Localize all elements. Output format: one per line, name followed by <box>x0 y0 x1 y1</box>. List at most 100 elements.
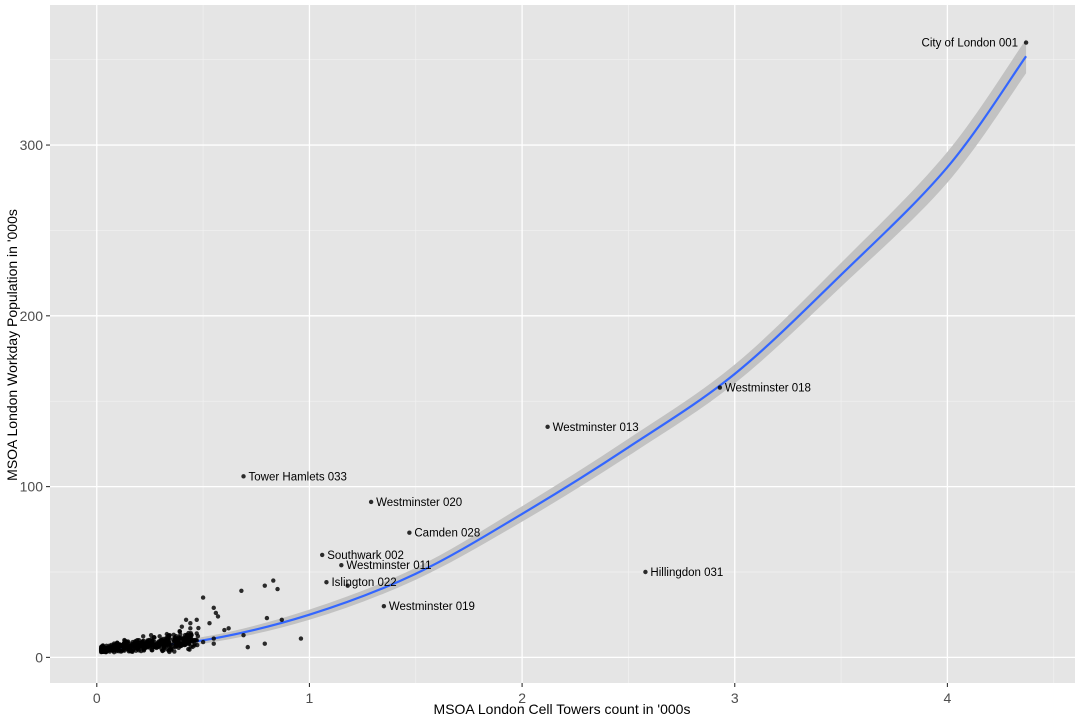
y-tick-label: 0 <box>35 649 43 665</box>
labeled-data-point <box>241 474 246 479</box>
labeled-data-point <box>339 562 344 568</box>
data-point <box>226 626 231 631</box>
data-point <box>211 636 216 641</box>
data-point <box>121 644 126 649</box>
data-point <box>150 647 155 653</box>
data-point <box>148 633 154 638</box>
data-point <box>131 643 136 649</box>
labeled-data-point <box>717 385 723 390</box>
data-point <box>166 648 171 653</box>
labeled-data-point <box>324 580 329 585</box>
labeled-data-point <box>407 530 412 535</box>
data-point <box>167 643 173 648</box>
data-point <box>186 639 192 644</box>
data-point <box>222 627 227 633</box>
data-point <box>170 637 176 642</box>
minor-gridlines <box>50 5 1075 683</box>
point-label: Westminster 020 <box>376 497 462 509</box>
data-points <box>98 40 1029 655</box>
data-point <box>110 644 115 649</box>
y-tick-label: 200 <box>20 308 44 324</box>
data-point <box>245 644 250 650</box>
x-axis-ticks: 0 1 2 3 4 <box>93 683 952 706</box>
x-tick-label: 3 <box>731 690 739 706</box>
data-point <box>179 624 185 629</box>
data-point <box>262 583 267 588</box>
y-axis-ticks: 0 100 200 300 <box>20 137 50 665</box>
data-point <box>137 641 142 646</box>
data-point <box>175 640 181 645</box>
data-point <box>158 639 163 644</box>
data-point <box>188 621 193 626</box>
data-point <box>116 647 121 652</box>
fit-line <box>100 55 1027 650</box>
data-point <box>207 621 212 626</box>
data-point <box>163 642 168 648</box>
point-label: Camden 028 <box>414 528 480 540</box>
data-point <box>149 637 154 642</box>
data-point <box>126 649 132 654</box>
fit-line-group <box>100 55 1027 650</box>
data-point <box>141 647 146 652</box>
data-point <box>158 642 164 648</box>
data-point <box>279 617 284 623</box>
labeled-data-point <box>643 569 648 575</box>
point-label: Tower Hamlets 033 <box>249 471 347 483</box>
data-point <box>298 636 304 641</box>
data-point <box>188 626 193 631</box>
data-point <box>194 617 199 623</box>
data-point <box>275 586 280 592</box>
data-point <box>100 648 105 654</box>
data-point <box>194 638 199 643</box>
y-tick-label: 300 <box>20 137 44 153</box>
point-label: Islington 022 <box>331 577 396 589</box>
labeled-data-point <box>545 424 550 430</box>
data-point <box>241 632 246 638</box>
data-point <box>189 632 194 637</box>
y-tick-label: 100 <box>20 479 44 495</box>
major-gridlines <box>50 5 1075 683</box>
x-tick-label: 0 <box>93 690 101 706</box>
data-point <box>211 605 216 611</box>
data-point <box>183 634 189 640</box>
x-axis-title: MSOA London Cell Towers count in '000s <box>434 701 691 717</box>
data-point <box>99 644 104 649</box>
data-point <box>177 629 183 634</box>
data-point <box>213 610 219 616</box>
data-point <box>141 634 146 639</box>
data-point <box>239 588 244 593</box>
data-point <box>262 641 267 646</box>
data-point <box>167 636 172 641</box>
data-point <box>211 641 216 646</box>
point-labels: City of London 001 Westminster 018 Westmin… <box>249 38 1019 614</box>
data-point <box>200 595 206 600</box>
data-point <box>196 625 201 631</box>
plot-panel <box>50 5 1075 683</box>
data-point <box>148 641 153 646</box>
point-label: Westminster 019 <box>389 601 475 613</box>
data-point <box>271 578 276 583</box>
point-label: Southwark 002 <box>327 550 404 562</box>
labeled-data-point <box>319 552 325 558</box>
labeled-data-point <box>368 499 374 505</box>
data-point <box>172 644 177 649</box>
data-point <box>192 643 197 648</box>
data-point <box>135 638 140 643</box>
data-point <box>194 631 199 636</box>
point-label: Westminster 018 <box>725 383 811 395</box>
point-label: City of London 001 <box>922 38 1019 50</box>
x-tick-label: 2 <box>518 690 526 706</box>
x-tick-label: 4 <box>944 690 952 706</box>
data-point <box>160 648 165 653</box>
y-axis-title: MSOA London Workday Population in '000s <box>4 209 20 481</box>
data-point <box>112 647 118 652</box>
labeled-data-point <box>381 603 387 609</box>
data-point <box>183 617 189 623</box>
data-point <box>176 645 181 651</box>
data-point <box>157 634 162 639</box>
point-label: Westminster 013 <box>553 422 639 434</box>
point-label: Westminster 011 <box>346 560 431 572</box>
data-point <box>200 639 206 645</box>
data-point <box>264 615 270 621</box>
